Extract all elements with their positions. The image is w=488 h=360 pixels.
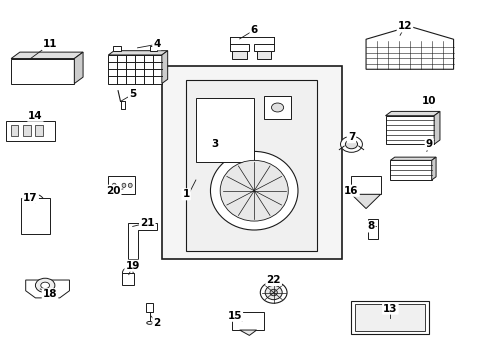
Text: 15: 15 bbox=[227, 311, 242, 321]
Text: 16: 16 bbox=[344, 186, 358, 196]
Polygon shape bbox=[433, 111, 439, 144]
Ellipse shape bbox=[122, 268, 133, 278]
Ellipse shape bbox=[271, 103, 283, 112]
Text: 21: 21 bbox=[140, 218, 154, 228]
Ellipse shape bbox=[26, 194, 45, 216]
Text: 11: 11 bbox=[42, 39, 57, 49]
Polygon shape bbox=[108, 51, 167, 55]
Text: 13: 13 bbox=[382, 303, 397, 314]
Polygon shape bbox=[26, 280, 69, 298]
Bar bbox=[11, 125, 19, 136]
Text: 9: 9 bbox=[425, 139, 432, 149]
Ellipse shape bbox=[146, 321, 152, 324]
Bar bbox=[368, 219, 377, 239]
Bar bbox=[232, 312, 264, 330]
Text: 17: 17 bbox=[23, 193, 38, 203]
Bar bbox=[113, 46, 120, 51]
Ellipse shape bbox=[35, 278, 55, 293]
Ellipse shape bbox=[30, 200, 40, 210]
Polygon shape bbox=[389, 157, 435, 160]
Bar bbox=[256, 51, 271, 59]
Polygon shape bbox=[11, 52, 83, 59]
Bar bbox=[23, 125, 30, 136]
Bar bbox=[6, 121, 55, 141]
Ellipse shape bbox=[112, 183, 116, 188]
Ellipse shape bbox=[269, 289, 277, 296]
Ellipse shape bbox=[210, 152, 297, 230]
Text: 7: 7 bbox=[347, 132, 354, 142]
Bar bbox=[108, 176, 135, 194]
Bar bbox=[196, 98, 254, 162]
Ellipse shape bbox=[128, 183, 132, 188]
Polygon shape bbox=[385, 111, 439, 116]
Text: 5: 5 bbox=[129, 89, 136, 99]
Text: 10: 10 bbox=[421, 96, 436, 107]
Ellipse shape bbox=[260, 282, 286, 303]
Polygon shape bbox=[74, 52, 83, 84]
Polygon shape bbox=[431, 157, 435, 180]
Text: 3: 3 bbox=[211, 139, 219, 149]
Ellipse shape bbox=[264, 285, 282, 300]
Text: 19: 19 bbox=[125, 261, 140, 271]
Polygon shape bbox=[11, 59, 74, 84]
Bar bbox=[146, 303, 153, 312]
Bar bbox=[385, 116, 433, 144]
Text: 6: 6 bbox=[250, 25, 257, 35]
Text: 18: 18 bbox=[42, 289, 57, 299]
Text: 1: 1 bbox=[182, 189, 189, 199]
Bar bbox=[217, 111, 239, 117]
Bar bbox=[232, 51, 246, 59]
Text: 14: 14 bbox=[28, 111, 42, 121]
Bar bbox=[389, 160, 431, 180]
Bar bbox=[254, 44, 273, 51]
Bar bbox=[149, 46, 157, 51]
Ellipse shape bbox=[122, 183, 125, 188]
Polygon shape bbox=[186, 80, 317, 251]
Polygon shape bbox=[162, 51, 167, 84]
Polygon shape bbox=[239, 330, 256, 336]
Bar bbox=[35, 125, 42, 136]
Bar bbox=[122, 273, 134, 285]
Polygon shape bbox=[351, 194, 380, 208]
Bar bbox=[215, 117, 242, 141]
Polygon shape bbox=[351, 176, 380, 194]
Polygon shape bbox=[127, 223, 157, 258]
Bar bbox=[162, 66, 341, 258]
Ellipse shape bbox=[340, 136, 362, 152]
Bar bbox=[355, 304, 425, 331]
Ellipse shape bbox=[41, 282, 49, 289]
Ellipse shape bbox=[345, 140, 357, 149]
Bar bbox=[21, 198, 50, 234]
Text: 12: 12 bbox=[397, 21, 411, 31]
Text: 20: 20 bbox=[106, 186, 120, 196]
Polygon shape bbox=[366, 26, 453, 69]
Text: 4: 4 bbox=[153, 39, 161, 49]
Text: 22: 22 bbox=[266, 275, 280, 285]
Ellipse shape bbox=[220, 160, 287, 221]
Bar bbox=[229, 44, 249, 51]
Bar bbox=[108, 55, 162, 84]
Bar bbox=[351, 301, 428, 334]
Text: 2: 2 bbox=[153, 318, 160, 328]
Bar bbox=[264, 96, 290, 119]
Text: 8: 8 bbox=[366, 221, 374, 231]
